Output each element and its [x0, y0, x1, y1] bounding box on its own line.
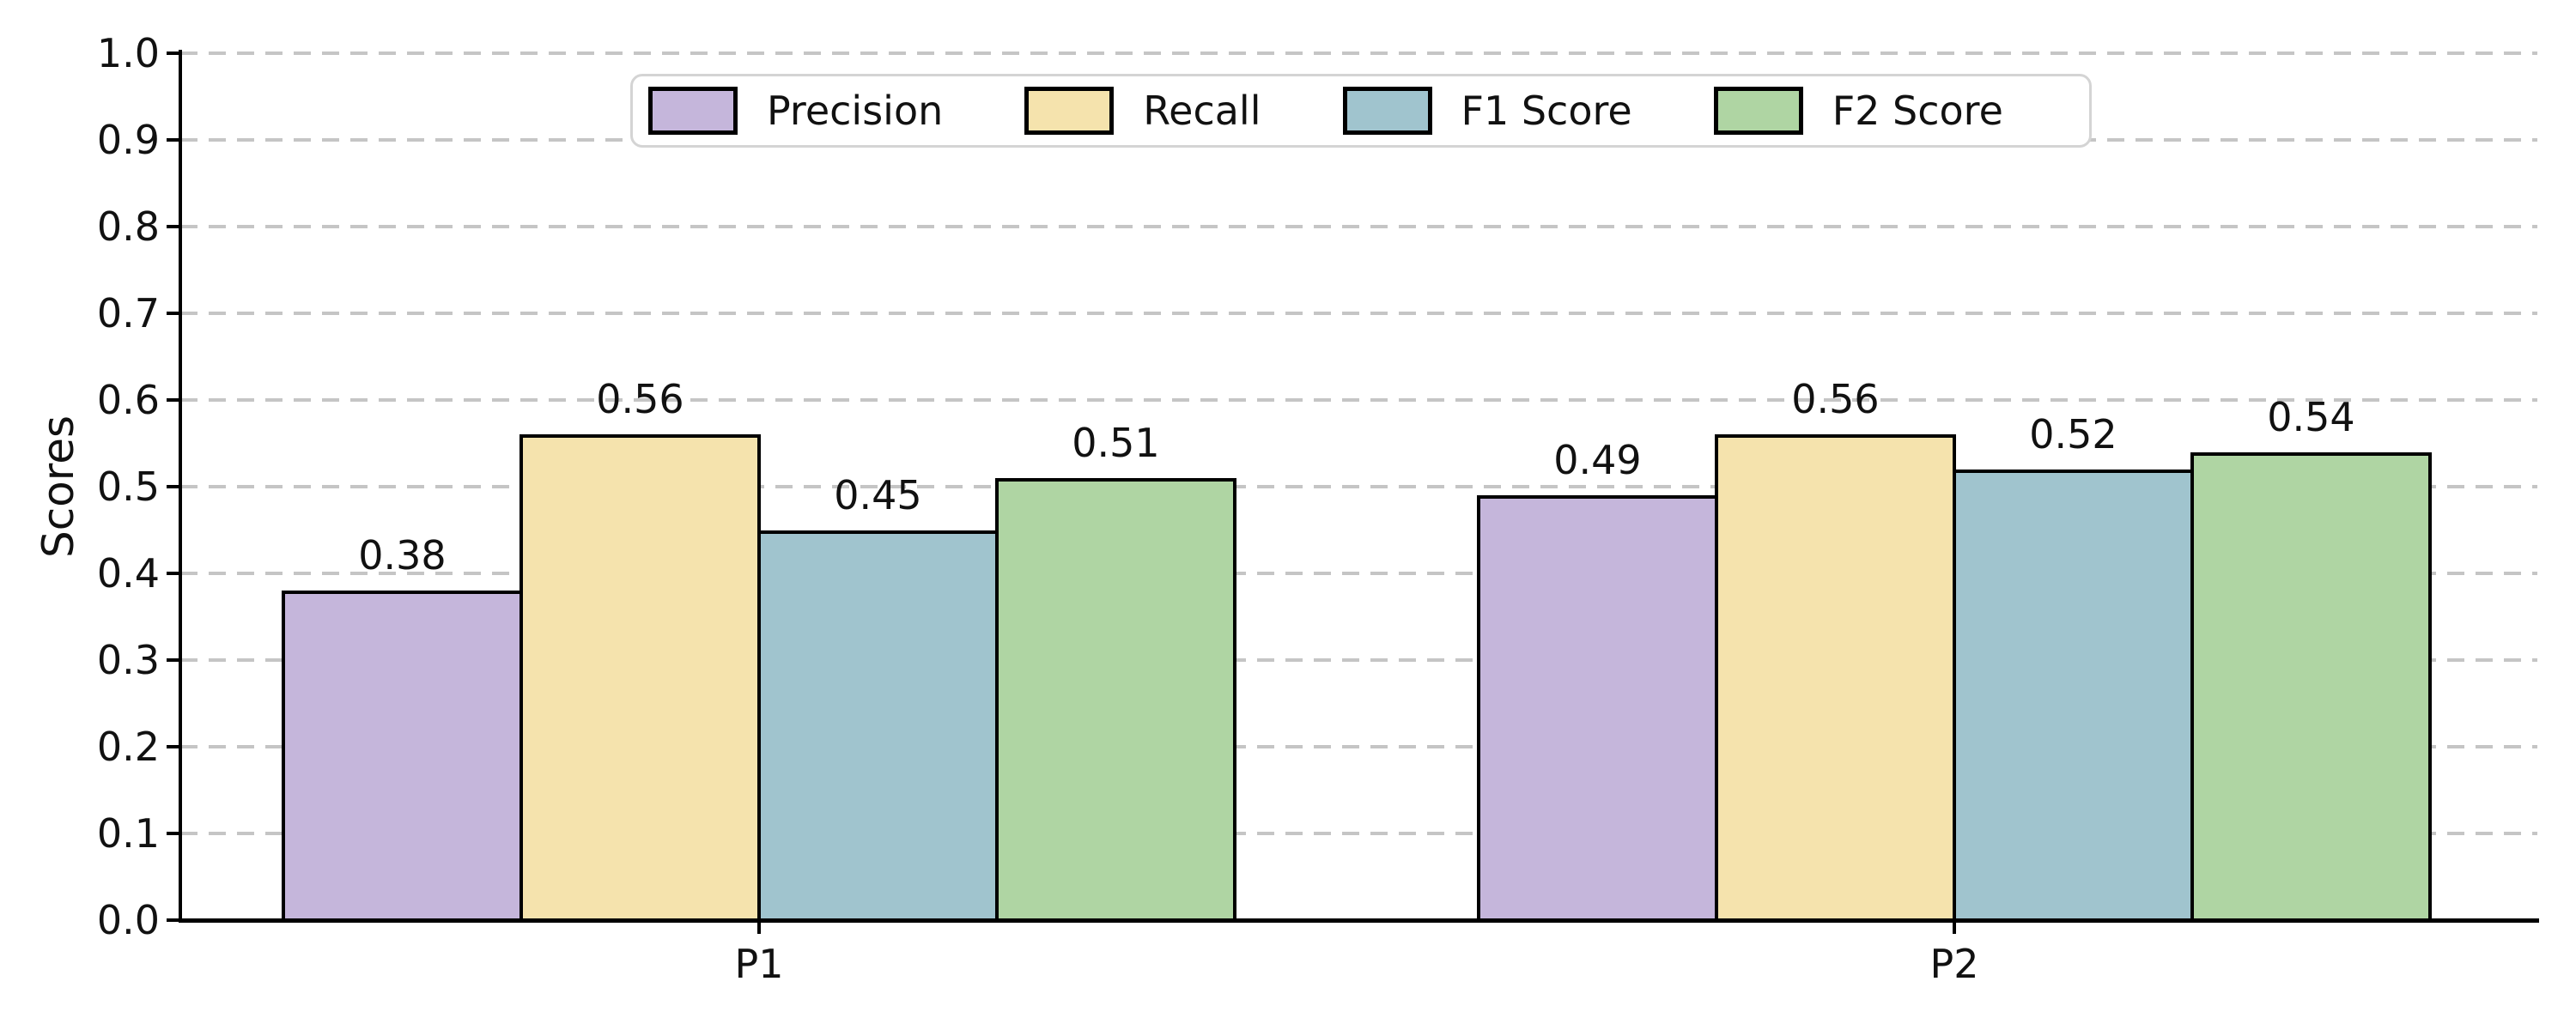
bar-p2-f1-score [1953, 469, 2194, 922]
y-tick-label: 0.7 [96, 290, 160, 336]
legend-swatch [1342, 87, 1432, 135]
gridline [180, 572, 2537, 575]
x-axis-line [179, 918, 2539, 923]
y-tick [167, 572, 180, 575]
bar-value-label: 0.45 [834, 471, 922, 518]
y-tick [167, 832, 180, 835]
gridline [180, 658, 2537, 662]
y-tick-label: 0.1 [96, 810, 160, 857]
y-tick [167, 918, 180, 922]
bar-p1-precision [282, 591, 523, 922]
legend-swatch [1024, 87, 1115, 135]
legend-label: Recall [1143, 88, 1261, 134]
legend-label: F2 Score [1832, 88, 2003, 134]
y-tick-label: 0.3 [96, 637, 160, 683]
bar-p2-recall [1715, 434, 1956, 922]
y-tick [167, 658, 180, 662]
gridline [180, 398, 2537, 402]
y-tick [167, 398, 180, 402]
bar-value-label: 0.52 [2029, 410, 2117, 457]
bar-value-label: 0.56 [596, 376, 684, 423]
y-tick-label: 0.4 [96, 550, 160, 597]
y-tick [167, 312, 180, 315]
x-tick-label: P2 [1929, 941, 1979, 987]
bar-p1-f1-score [757, 530, 999, 922]
legend-swatch [1713, 87, 1803, 135]
gridline [180, 832, 2537, 835]
bar-value-label: 0.54 [2267, 393, 2355, 440]
y-tick-label: 0.9 [96, 117, 160, 163]
bar-p2-f2-score [2190, 451, 2432, 922]
bar-value-label: 0.56 [1791, 376, 1880, 423]
bar-value-label: 0.49 [1553, 437, 1642, 484]
legend-item-f2-score: F2 Score [1713, 87, 2003, 135]
gridline [180, 225, 2537, 228]
x-tick [757, 920, 761, 934]
gridline [180, 52, 2537, 55]
y-tick [167, 138, 180, 142]
y-tick-label: 0.0 [96, 897, 160, 943]
legend-item-f1-score: F1 Score [1342, 87, 1632, 135]
gridline [180, 745, 2537, 748]
y-tick-label: 0.2 [96, 724, 160, 770]
gridline [180, 312, 2537, 315]
y-tick-label: 0.5 [96, 464, 160, 510]
y-tick-label: 1.0 [96, 30, 160, 76]
legend-item-recall: Recall [1024, 87, 1261, 135]
gridline [180, 485, 2537, 488]
bar-p1-f2-score [995, 477, 1236, 922]
bar-p2-precision [1477, 495, 1718, 922]
y-tick-label: 0.6 [96, 377, 160, 423]
legend-item-precision: Precision [648, 87, 943, 135]
legend-label: Precision [767, 88, 944, 134]
y-tick-label: 0.8 [96, 203, 160, 250]
legend-swatch [648, 87, 738, 135]
bar-p1-recall [519, 434, 761, 922]
x-tick-label: P1 [734, 941, 784, 987]
x-tick [1953, 920, 1956, 934]
bar-value-label: 0.38 [358, 532, 447, 579]
y-tick [167, 485, 180, 488]
y-tick [167, 225, 180, 228]
legend-label: F1 Score [1461, 88, 1632, 134]
y-tick [167, 745, 180, 748]
y-tick [167, 52, 180, 55]
bar-value-label: 0.51 [1072, 419, 1160, 466]
legend: Precision Recall F1 Score F2 Score [630, 74, 2092, 148]
y-axis-line [179, 50, 182, 922]
